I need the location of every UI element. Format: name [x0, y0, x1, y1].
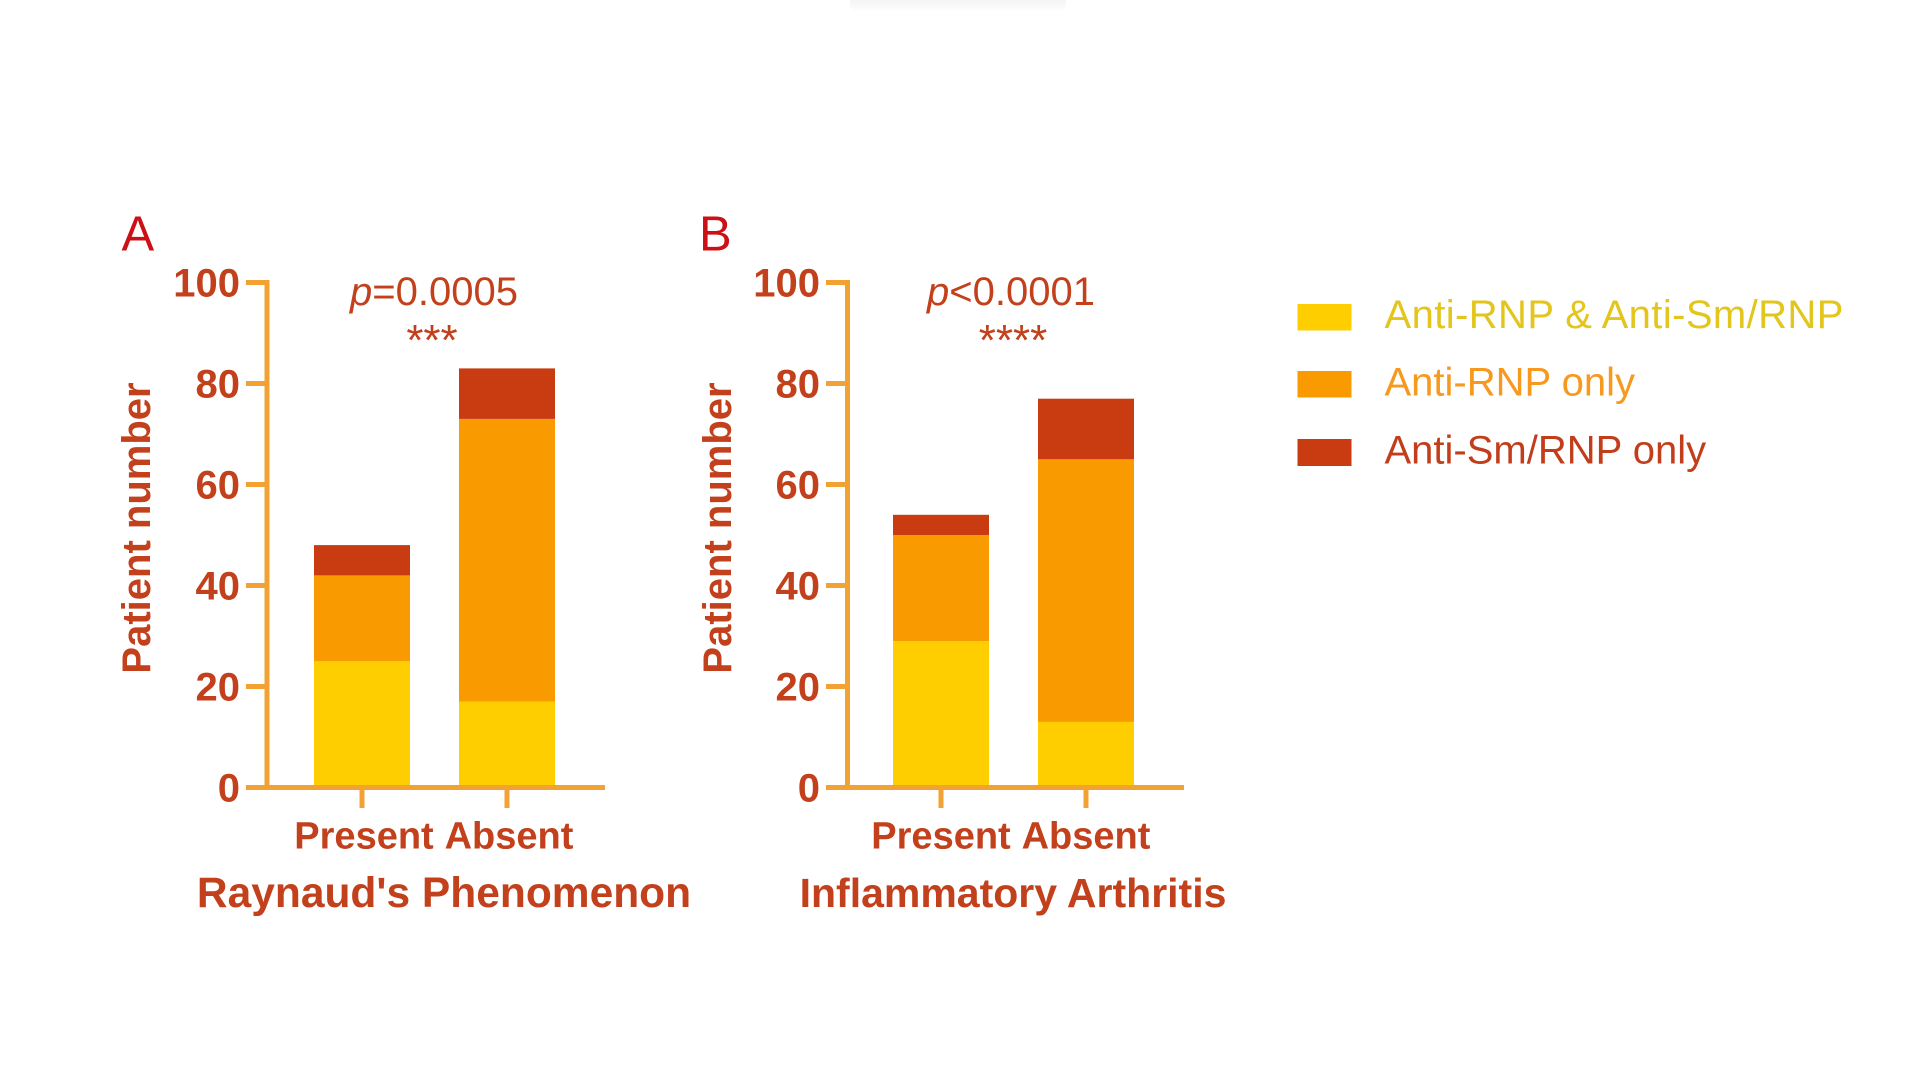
svg-text:***: ***: [406, 316, 457, 365]
svg-text:****: ****: [979, 316, 1048, 365]
svg-text:100: 100: [753, 261, 820, 305]
svg-text:Patient number: Patient number: [115, 382, 159, 673]
svg-text:20: 20: [776, 665, 821, 709]
svg-text:Anti-RNP only: Anti-RNP only: [1385, 360, 1635, 404]
svg-text:A: A: [122, 208, 155, 262]
svg-text:60: 60: [196, 463, 241, 507]
svg-text:100: 100: [173, 261, 240, 305]
svg-text:60: 60: [776, 463, 821, 507]
svg-text:Present: Present: [871, 816, 1011, 858]
svg-text:Patient number: Patient number: [696, 382, 740, 673]
svg-text:Absent: Absent: [445, 816, 574, 858]
svg-text:40: 40: [196, 564, 241, 608]
svg-text:Raynaud's Phenomenon: Raynaud's Phenomenon: [197, 870, 691, 917]
svg-text:0: 0: [218, 766, 240, 810]
svg-text:20: 20: [196, 665, 241, 709]
svg-text:80: 80: [776, 362, 821, 406]
svg-text:Absent: Absent: [1022, 816, 1151, 858]
svg-text:B: B: [699, 208, 732, 262]
svg-text:80: 80: [196, 362, 241, 406]
svg-text:Inflammatory Arthritis: Inflammatory Arthritis: [800, 870, 1227, 916]
svg-text:Anti-RNP & Anti-Sm/RNP: Anti-RNP & Anti-Sm/RNP: [1385, 293, 1844, 337]
svg-text:Present: Present: [294, 816, 434, 858]
svg-text:p=0.0005: p=0.0005: [349, 270, 518, 314]
svg-text:0: 0: [798, 766, 820, 810]
svg-text:40: 40: [776, 564, 821, 608]
svg-text:p<0.0001: p<0.0001: [926, 270, 1095, 314]
svg-text:Anti-Sm/RNP only: Anti-Sm/RNP only: [1385, 429, 1707, 473]
